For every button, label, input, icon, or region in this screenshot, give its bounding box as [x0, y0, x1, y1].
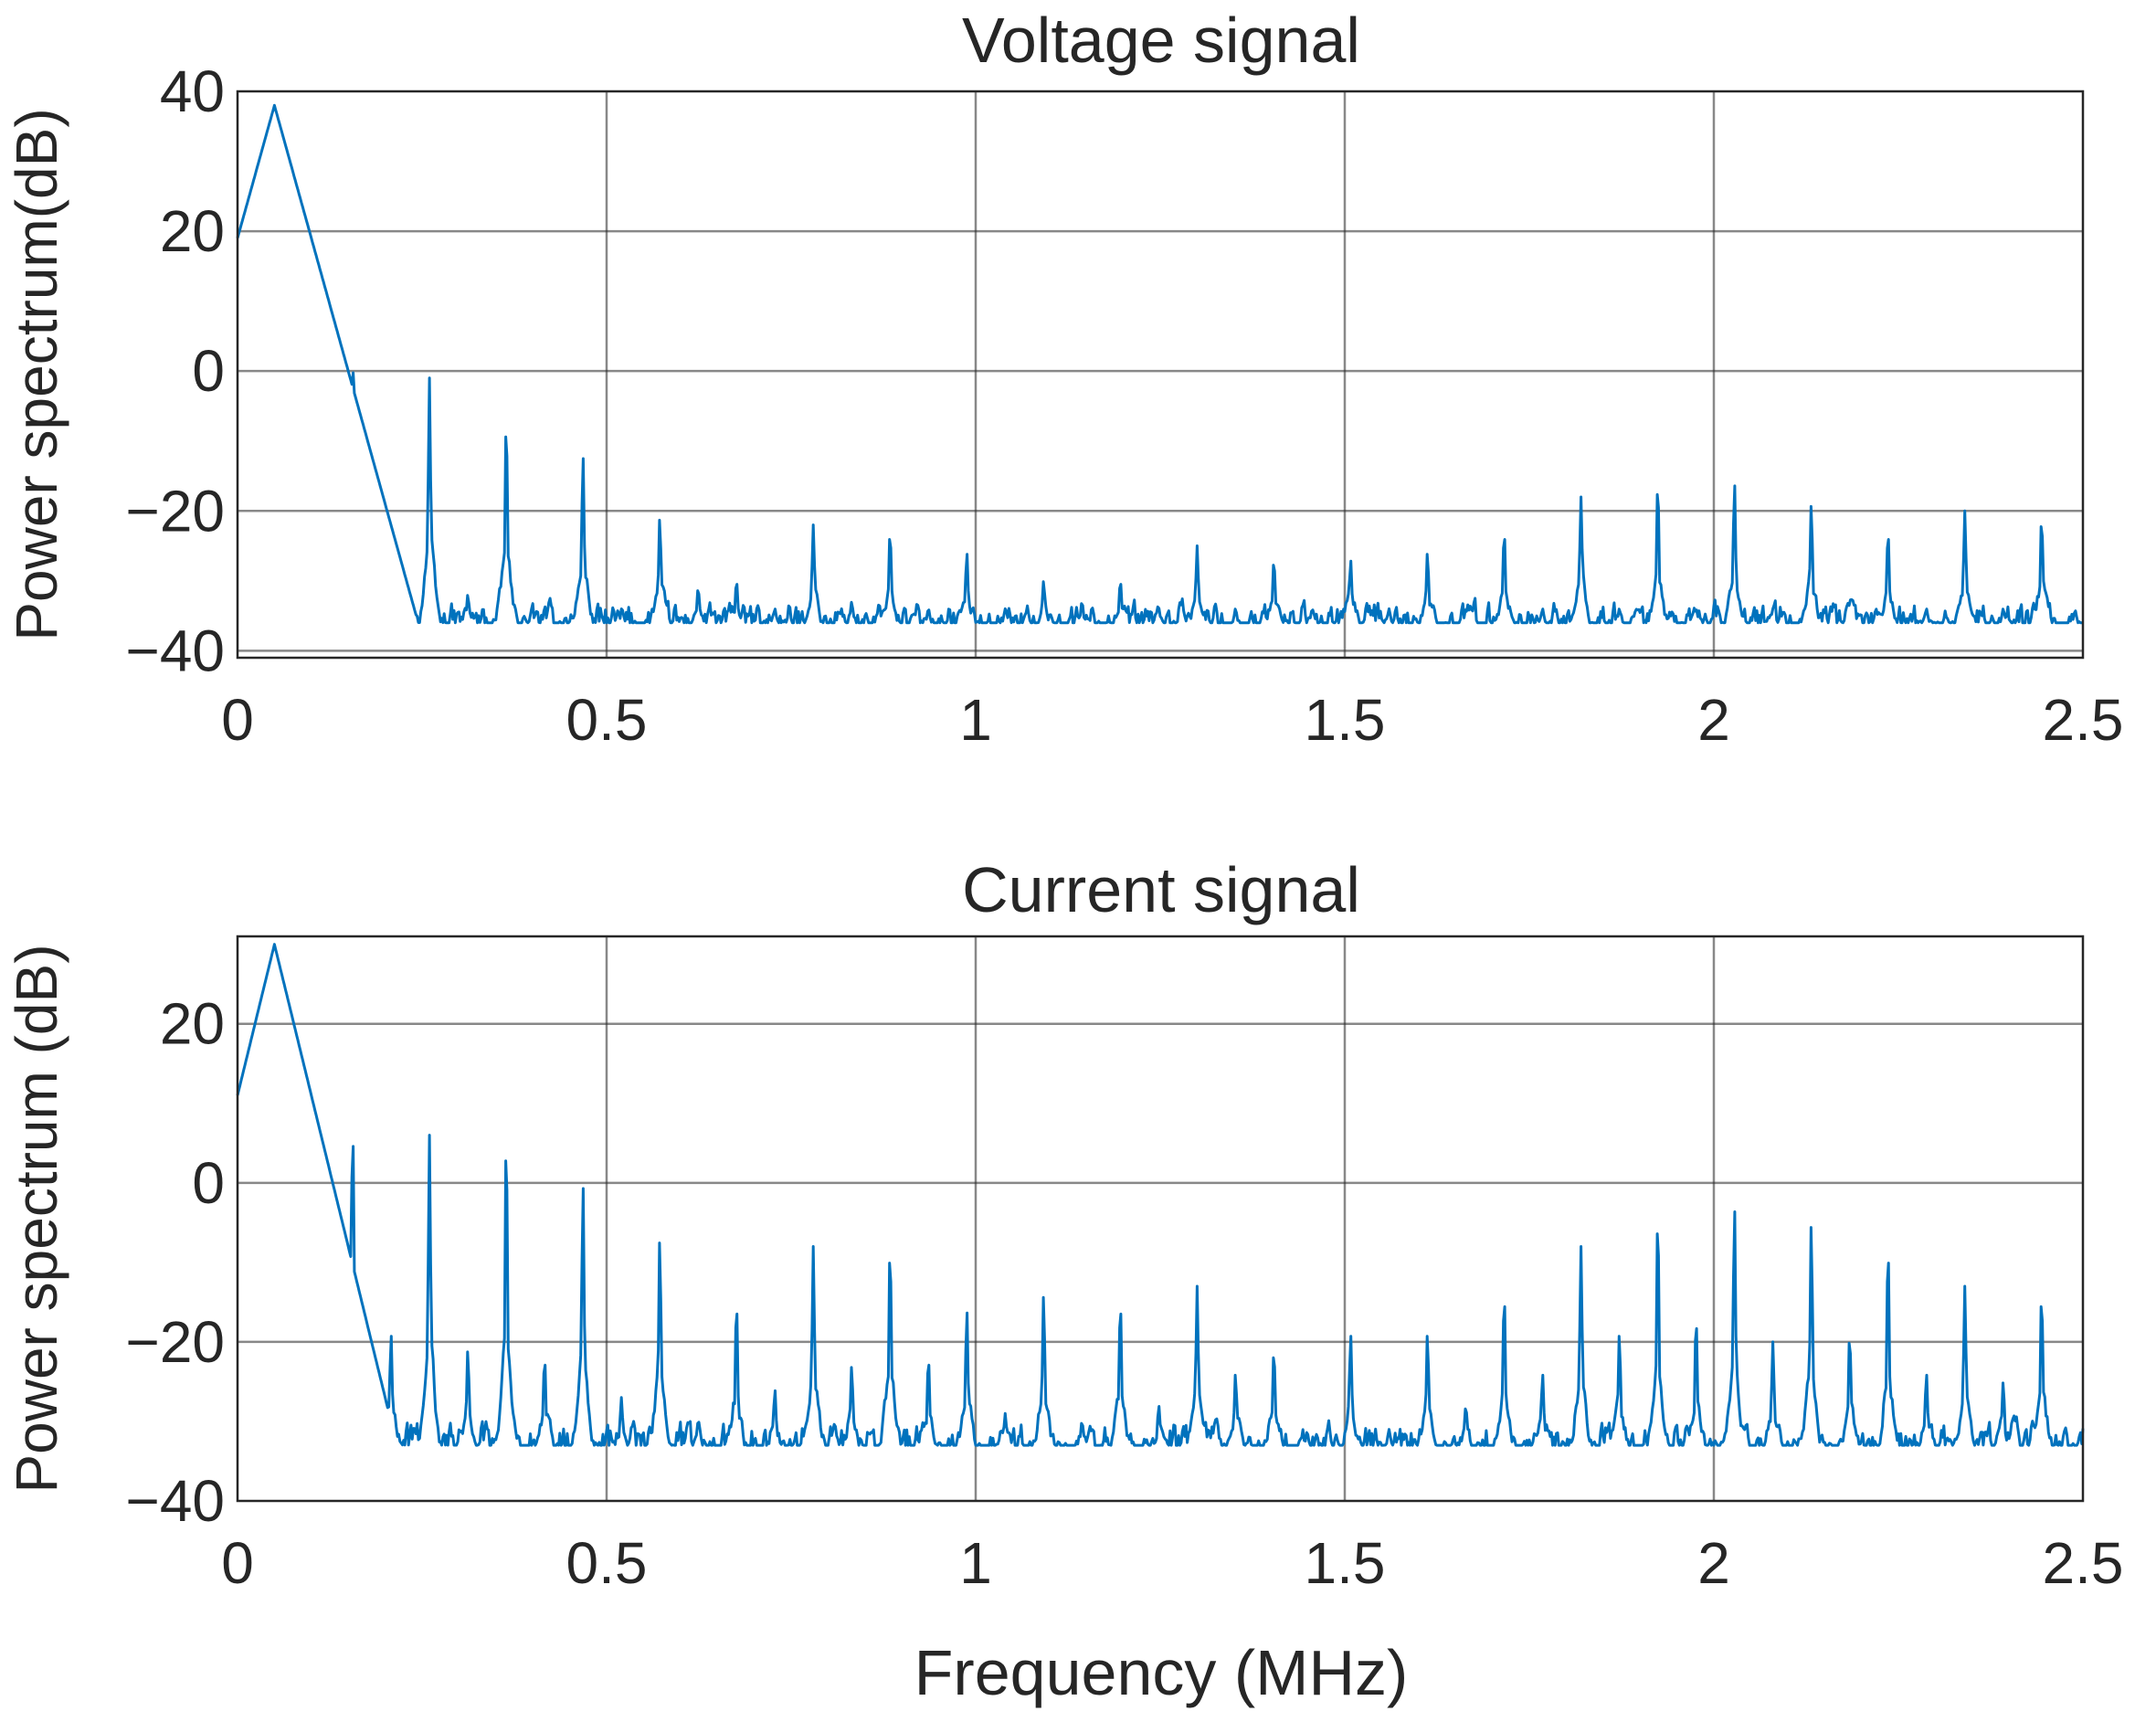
voltage-x-tick-label: 2.5: [2043, 687, 2124, 753]
current-y-tick-label: 0: [192, 1150, 225, 1216]
voltage-y-tick-label: 40: [160, 58, 225, 124]
voltage-y-tick-labels: −40 −20 0 20 40: [125, 58, 225, 683]
voltage-y-tick-label: 20: [160, 198, 225, 264]
current-x-axis-label: Frequency (MHz): [914, 1637, 1409, 1708]
current-x-tick-label: 1: [959, 1530, 992, 1596]
current-y-tick-labels: −40 −20 0 20: [125, 991, 225, 1534]
current-y-axis-label: Power spectrum (dB): [4, 944, 69, 1493]
voltage-plot-frame: [236, 90, 2085, 660]
voltage-x-tick-label: 0.5: [566, 687, 648, 753]
voltage-x-tick-label: 1.5: [1305, 687, 1386, 753]
current-x-tick-label: 0: [221, 1530, 254, 1596]
current-chart-title: Current signal: [962, 854, 1360, 925]
voltage-y-axis-label: Power spectrum(dB): [4, 108, 69, 640]
voltage-x-tick-label: 1: [959, 687, 992, 753]
voltage-y-tick-label: −20: [125, 478, 225, 544]
voltage-spectrum-line: [236, 103, 2084, 625]
current-grid: [238, 936, 2083, 1501]
voltage-x-tick-label: 2: [1697, 687, 1730, 753]
voltage-x-tick-labels: 0 0.5 1 1.5 2 2.5: [221, 687, 2123, 753]
voltage-grid: [238, 91, 2083, 658]
current-y-tick-label: 20: [160, 991, 225, 1057]
voltage-x-tick-label: 0: [221, 687, 254, 753]
current-y-tick-label: −40: [125, 1468, 225, 1534]
voltage-y-tick-label: 0: [192, 338, 225, 404]
current-x-tick-label: 2: [1697, 1530, 1730, 1596]
current-spectrum-line: [236, 943, 2085, 1447]
current-x-tick-label: 2.5: [2043, 1530, 2124, 1596]
voltage-y-tick-label: −40: [125, 618, 225, 683]
current-x-tick-label: 0.5: [566, 1530, 648, 1596]
voltage-spectrum-panel: Voltage signal 0 0.5 1 1.5 2 2.5 −40−2002040 …: [4, 5, 2123, 753]
voltage-plot-area: [238, 91, 2083, 658]
current-plot-frame: [236, 935, 2085, 1503]
current-spectrum-panel: Current signal 0 0.5 1 1.5 2 2.5 −40 −20 0 20 Po…: [4, 854, 2123, 1708]
current-x-tick-labels: 0 0.5 1 1.5 2 2.5: [221, 1530, 2123, 1596]
current-x-tick-label: 1.5: [1305, 1530, 1386, 1596]
voltage-chart-title: Voltage signal: [962, 5, 1360, 76]
current-y-tick-label: −20: [125, 1309, 225, 1375]
